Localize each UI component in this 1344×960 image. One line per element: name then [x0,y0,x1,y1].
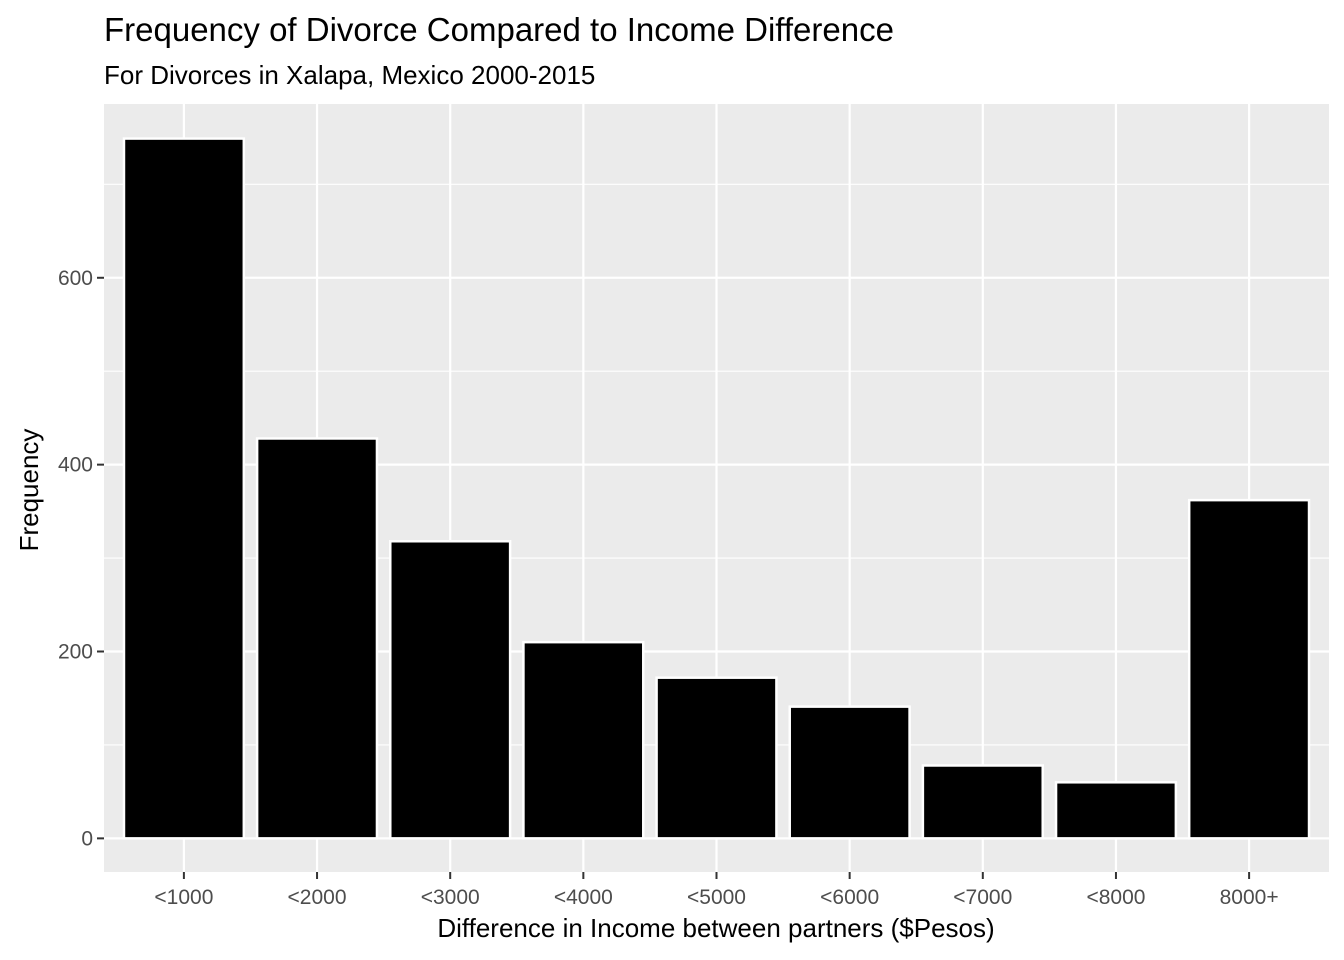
x-tick-label: <7000 [953,886,1012,909]
bar [921,764,1044,840]
x-tick-label: <8000 [1086,886,1145,909]
bar [788,705,911,840]
x-axis: <1000 <2000 <3000 <4000 <5000 <6000 <7000 <8000… [154,872,1279,909]
bar [255,437,379,840]
x-axis-title: Difference in Income between partners ($… [437,913,994,943]
bar [522,640,645,840]
bar [389,540,512,840]
x-tick-label: <1000 [154,886,213,909]
x-tick-label: <4000 [554,886,613,909]
y-tick-label: 400 [58,454,93,477]
bar [122,137,246,840]
y-axis-title: Frequency [14,429,44,552]
chart-title: Frequency of Divorce Compared to Income … [104,11,894,48]
bar [1187,498,1311,840]
bar [1054,781,1178,840]
y-tick-label: 200 [58,641,93,664]
x-tick-label: 8000+ [1220,886,1279,909]
chart-subtitle: For Divorces in Xalapa, Mexico 2000-2015 [104,60,595,90]
bars [122,137,1311,840]
y-tick-label: 0 [81,827,93,850]
x-tick-label: <2000 [288,886,347,909]
x-tick-label: <5000 [687,886,746,909]
bar [655,676,778,840]
y-tick-label: 600 [58,267,93,290]
x-tick-label: <3000 [421,886,480,909]
y-axis: 0 200 400 600 [58,267,104,850]
x-tick-label: <6000 [820,886,879,909]
